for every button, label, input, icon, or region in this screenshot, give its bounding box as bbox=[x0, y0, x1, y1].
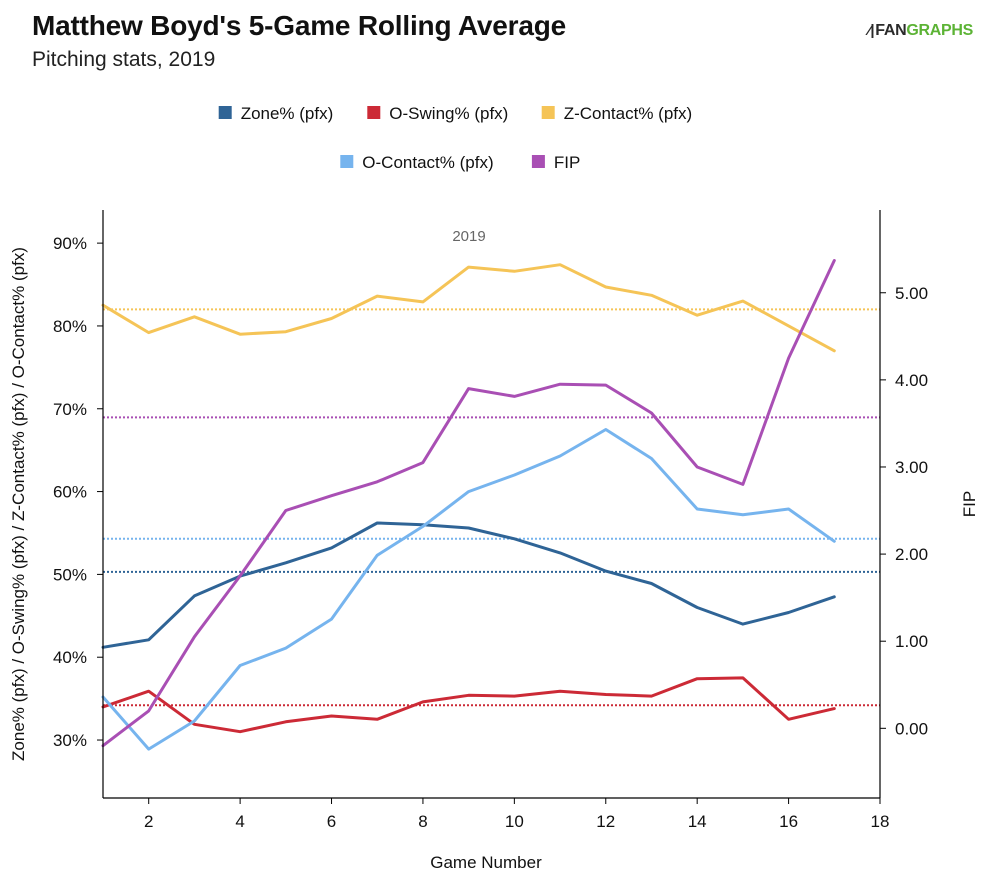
x-tick-label: 12 bbox=[596, 812, 615, 831]
series-lines bbox=[101, 259, 836, 751]
series-line-o-swing-pfx bbox=[101, 676, 836, 734]
legend-label-o-swing-pfx: O-Swing% (pfx) bbox=[389, 104, 508, 123]
fangraphs-logo: ⁄|FANGRAPHS bbox=[868, 22, 973, 39]
x-tick-label: 18 bbox=[871, 812, 890, 831]
fangraphs-logo-icon: ⁄| bbox=[868, 22, 875, 39]
legend-label-zone-pfx: Zone% (pfx) bbox=[241, 104, 334, 123]
y-axis-left-title: Zone% (pfx) / O-Swing% (pfx) / Z-Contact… bbox=[9, 247, 28, 761]
y-left-tick-label: 30% bbox=[53, 731, 87, 750]
series-line-o-contact-pfx bbox=[101, 428, 836, 751]
y-left-tick-label: 60% bbox=[53, 483, 87, 502]
series-line-fip bbox=[101, 259, 836, 748]
y-left-tick-label: 90% bbox=[53, 234, 87, 253]
y-left-tick-label: 80% bbox=[53, 317, 87, 336]
y-right-tick-label: 2.00 bbox=[895, 545, 928, 564]
x-axis-title: Game Number bbox=[430, 853, 542, 872]
legend-swatch-o-swing-pfx bbox=[367, 106, 381, 119]
y-left-tick-label: 40% bbox=[53, 648, 87, 667]
season-annotation: 2019 bbox=[452, 228, 485, 245]
x-tick-label: 2 bbox=[144, 812, 153, 831]
y-left-tick-label: 70% bbox=[53, 400, 87, 419]
x-tick-label: 6 bbox=[327, 812, 336, 831]
x-tick-label: 14 bbox=[688, 812, 707, 831]
legend-swatch-o-contact-pfx bbox=[340, 155, 354, 168]
legend-label-fip: FIP bbox=[554, 153, 580, 172]
legend-swatch-fip bbox=[531, 155, 545, 168]
y-left-tick-label: 50% bbox=[53, 565, 87, 584]
legend-label-z-contact-pfx: Z-Contact% (pfx) bbox=[564, 104, 692, 123]
legend-label-o-contact-pfx: O-Contact% (pfx) bbox=[362, 153, 493, 172]
y-right-tick-label: 4.00 bbox=[895, 371, 928, 390]
y-right-tick-label: 0.00 bbox=[895, 719, 928, 738]
x-tick-label: 16 bbox=[779, 812, 798, 831]
average-lines bbox=[103, 308, 880, 707]
chart-subtitle: Pitching stats, 2019 bbox=[32, 48, 216, 71]
legend-swatch-zone-pfx bbox=[218, 106, 232, 119]
x-tick-label: 10 bbox=[505, 812, 524, 831]
series-line-z-contact-pfx bbox=[101, 263, 836, 353]
chart-legend: Zone% (pfx) O-Swing% (pfx) Z-Contact% (pfx… bbox=[218, 104, 692, 172]
series-line-zone-pfx bbox=[101, 521, 836, 649]
y-right-tick-label: 3.00 bbox=[895, 458, 928, 477]
chart-title: Matthew Boyd's 5-Game Rolling Average bbox=[32, 10, 566, 41]
chart-axes: 2 4 6 8 10 12 14 16 18 30% 40% 50% 60% 70% 80% 90% 0.00 1… bbox=[53, 210, 928, 831]
legend-swatch-z-contact-pfx bbox=[541, 106, 555, 119]
x-tick-label: 8 bbox=[418, 812, 427, 831]
y-right-tick-label: 1.00 bbox=[895, 632, 928, 651]
y-right-tick-label: 5.00 bbox=[895, 284, 928, 303]
y-axis-right-title: FIP bbox=[960, 491, 979, 517]
x-tick-label: 4 bbox=[235, 812, 244, 831]
